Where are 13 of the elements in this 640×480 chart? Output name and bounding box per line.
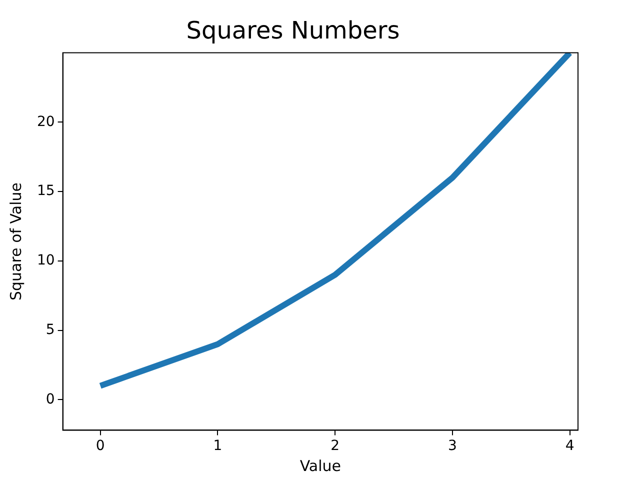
y-tick-label: 15 (36, 183, 55, 200)
x-axis-title: Value (300, 456, 342, 475)
x-tick-label: 0 (96, 438, 105, 454)
chart-title: Squares Numbers (186, 16, 400, 45)
y-axis-title: Square of Value (6, 182, 25, 300)
y-tick-label: 10 (36, 252, 55, 269)
x-tick-label: 2 (330, 438, 340, 454)
y-tick-label: 20 (36, 114, 55, 130)
y-tick-label: 0 (46, 391, 55, 408)
x-tick-label: 3 (448, 438, 457, 454)
x-tick-label: 1 (213, 438, 222, 454)
y-tick-label: 5 (46, 322, 55, 338)
x-tick-label: 4 (565, 438, 574, 454)
